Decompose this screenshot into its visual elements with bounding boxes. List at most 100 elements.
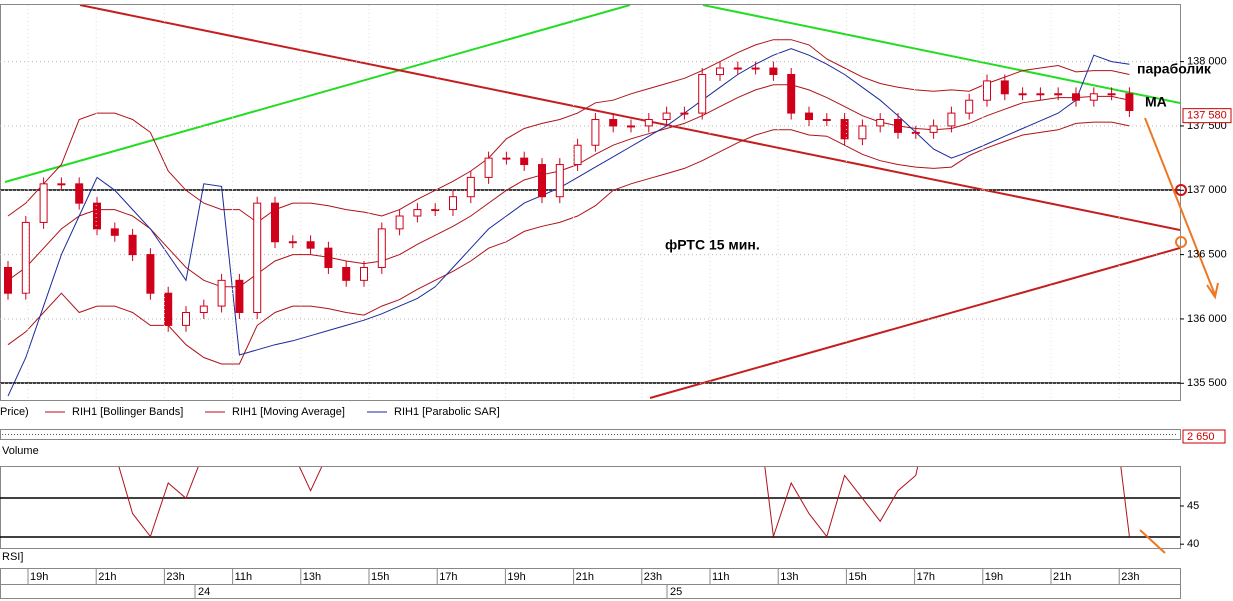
candle-body xyxy=(1089,93,1098,101)
bollinger-upper xyxy=(7,39,1130,224)
candle-body xyxy=(680,112,689,115)
candle-body xyxy=(644,119,653,127)
legend-label: RIH1 [Bollinger Bands] xyxy=(72,406,183,418)
candle-body xyxy=(573,144,582,166)
date-label: 25 xyxy=(670,586,682,598)
candle-body xyxy=(360,266,368,281)
bollinger-lower xyxy=(7,121,1130,365)
candle-body xyxy=(235,279,244,314)
candle-body xyxy=(39,183,48,223)
last-price-label: 137 580 xyxy=(1187,110,1227,122)
candle-body xyxy=(769,67,778,75)
candle-body xyxy=(609,119,618,127)
candle-body xyxy=(1018,93,1027,96)
time-axis xyxy=(0,568,1181,599)
x-tick-label: 19h xyxy=(507,571,525,583)
volume-panel xyxy=(0,429,1181,440)
candle-body xyxy=(395,215,404,230)
price-panel xyxy=(0,4,1181,401)
candle-body xyxy=(110,228,119,236)
candle-body xyxy=(288,241,297,244)
y-tick-label: 136 000 xyxy=(1187,313,1227,325)
annotation: параболик xyxy=(1137,61,1212,77)
candle-body xyxy=(983,80,991,101)
candle-body xyxy=(911,131,920,134)
candle-body xyxy=(751,67,760,70)
candle-body xyxy=(947,112,956,127)
y-tick-label: 40 xyxy=(1187,538,1199,550)
candle-body xyxy=(716,67,724,75)
trend-line xyxy=(4,5,631,183)
candle-body xyxy=(555,164,564,198)
candle-body xyxy=(128,234,137,256)
candle-body xyxy=(502,157,511,160)
trend-line xyxy=(649,247,1180,399)
parabolic-sar xyxy=(7,48,1130,397)
candle-body xyxy=(876,119,885,127)
arrow xyxy=(1144,117,1216,296)
moving-average xyxy=(7,84,1130,288)
candle-body xyxy=(217,279,226,307)
candle-body xyxy=(1054,93,1063,96)
rsi-panel xyxy=(0,466,1181,549)
candle-body xyxy=(466,176,475,198)
x-tick-label: 11h xyxy=(712,571,730,583)
arrows xyxy=(1139,117,1219,554)
candle-body xyxy=(858,125,867,140)
candle-body xyxy=(662,112,671,121)
candle-body xyxy=(431,209,440,212)
x-tick-label: 23h xyxy=(1121,571,1139,583)
candle-body xyxy=(324,247,333,268)
candle-body xyxy=(146,254,155,294)
candle-body xyxy=(377,228,386,268)
candle-body xyxy=(840,119,849,140)
candle-body xyxy=(4,266,12,294)
candle-body xyxy=(733,67,742,70)
candle-body xyxy=(75,183,84,204)
legend-label: RIH1 [Moving Average] xyxy=(232,406,345,418)
x-tick-label: 17h xyxy=(917,571,935,583)
marker xyxy=(1175,236,1187,248)
candle-body xyxy=(1000,80,1009,95)
candle-body xyxy=(698,73,707,114)
date-label: 24 xyxy=(198,586,210,598)
y-tick-label: 136 500 xyxy=(1187,249,1227,261)
x-tick-label: 21h xyxy=(1053,571,1071,583)
volume-value: 2 650 xyxy=(1187,431,1215,443)
marker xyxy=(1175,184,1187,196)
annotation: фРТС 15 мин. xyxy=(665,237,760,253)
candle-body xyxy=(894,119,902,133)
last-price-box xyxy=(1182,108,1232,124)
x-tick-label: 21h xyxy=(98,571,116,583)
candle-body xyxy=(484,157,493,178)
candle-body xyxy=(449,196,457,211)
candle-body xyxy=(21,221,30,294)
x-tick-label: 17h xyxy=(439,571,457,583)
x-tick-label: 19h xyxy=(30,571,48,583)
candle-body xyxy=(182,312,190,326)
x-tick-label: 23h xyxy=(166,571,184,583)
y-tick-label: 138 000 xyxy=(1187,56,1227,68)
candle-body xyxy=(591,119,600,146)
x-tick-label: 15h xyxy=(371,571,389,583)
x-tick-label: 11h xyxy=(235,571,253,583)
candle-body xyxy=(413,209,422,217)
price-plot xyxy=(0,5,1180,400)
trend-line xyxy=(702,5,1180,104)
candle-body xyxy=(342,266,351,281)
arrow xyxy=(1139,529,1166,554)
x-tick-label: 19h xyxy=(985,571,1003,583)
panel-label: Volume xyxy=(2,445,39,457)
candle-body xyxy=(1072,93,1080,101)
candle-body xyxy=(520,157,529,166)
candle-body xyxy=(538,164,546,198)
candle-body xyxy=(253,202,262,314)
annotation: MA xyxy=(1145,94,1167,110)
candle-body xyxy=(1125,93,1134,112)
y-tick-label: 137 000 xyxy=(1187,184,1227,196)
x-tick-label: 15h xyxy=(848,571,866,583)
candle-body xyxy=(1107,93,1116,96)
legend-label: Price) xyxy=(0,406,29,418)
